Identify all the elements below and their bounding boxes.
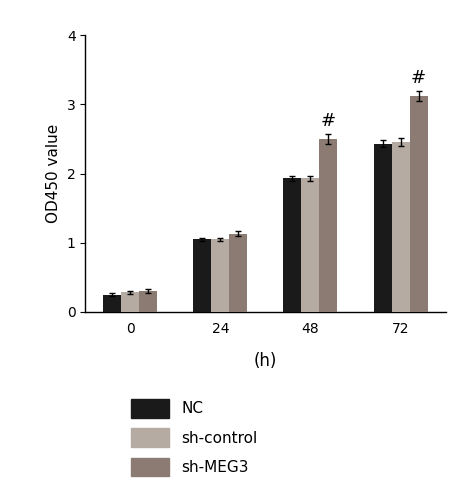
Bar: [283, 179, 301, 312]
Bar: [229, 234, 247, 312]
Legend: NC, sh-control, sh-MEG3: NC, sh-control, sh-MEG3: [123, 391, 265, 484]
Bar: [139, 291, 157, 312]
Bar: [374, 144, 392, 312]
Text: (h): (h): [254, 352, 277, 370]
Text: #: #: [321, 112, 336, 130]
Bar: [301, 179, 319, 312]
Bar: [193, 239, 211, 312]
Text: #: #: [411, 69, 426, 87]
Y-axis label: OD450 value: OD450 value: [46, 124, 61, 223]
Bar: [211, 239, 229, 312]
Bar: [410, 96, 428, 312]
Bar: [121, 293, 139, 312]
Bar: [103, 295, 121, 312]
Bar: [392, 142, 410, 312]
Bar: [319, 139, 337, 312]
